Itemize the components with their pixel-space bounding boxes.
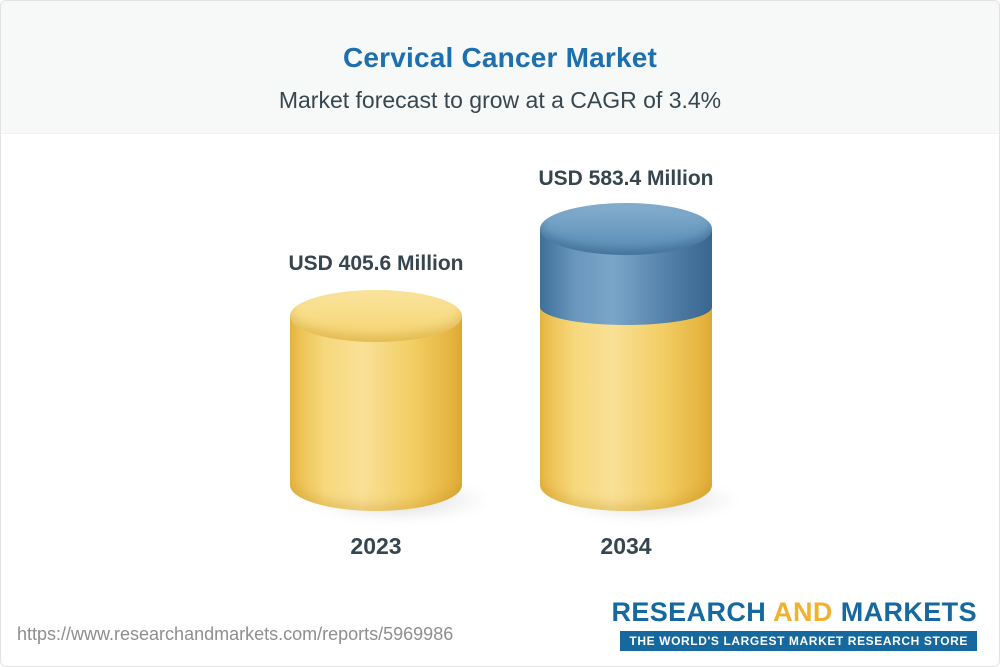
axis-label-2034: 2034 bbox=[600, 533, 652, 559]
source-url: https://www.researchandmarkets.com/repor… bbox=[17, 624, 454, 644]
research-and-markets-logo: RESEARCH AND MARKETS THE WORLD'S LARGEST… bbox=[611, 597, 977, 651]
bar-2023 bbox=[290, 290, 492, 523]
bar-2034-top bbox=[540, 203, 712, 255]
axis-label-2023: 2023 bbox=[350, 533, 402, 559]
header-band bbox=[1, 1, 999, 134]
bar-2023-top bbox=[290, 290, 462, 342]
logo-word-research: RESEARCH bbox=[611, 597, 767, 627]
chart-subtitle: Market forecast to grow at a CAGR of 3.4… bbox=[278, 87, 722, 113]
value-label-2023: USD 405.6 Million bbox=[288, 252, 464, 275]
logo-word-markets: MARKETS bbox=[840, 597, 977, 627]
bar-2023-body bbox=[290, 316, 462, 511]
logo-wordmark: RESEARCH AND MARKETS bbox=[611, 597, 977, 628]
logo-tagline: THE WORLD'S LARGEST MARKET RESEARCH STOR… bbox=[620, 631, 977, 651]
chart-title: Cervical Cancer Market bbox=[342, 42, 658, 73]
logo-word-and: AND bbox=[773, 597, 833, 627]
bar-2034 bbox=[540, 203, 742, 523]
value-label-2034: USD 583.4 Million bbox=[538, 167, 714, 190]
bar-2034-base-segment bbox=[540, 307, 712, 511]
